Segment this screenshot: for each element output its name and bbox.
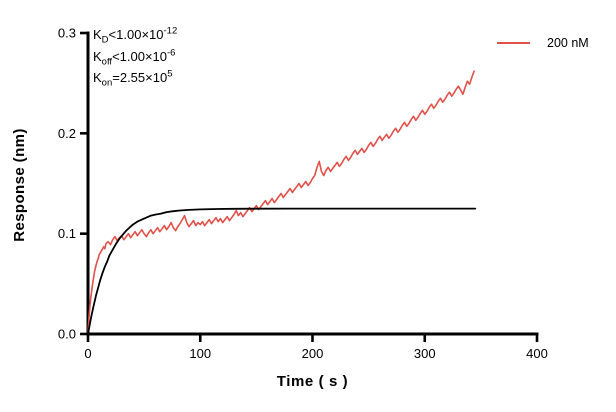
koff-value: <1.00×10 (112, 48, 168, 64)
koff-symbol: K (93, 48, 102, 64)
series-measured (87, 70, 475, 335)
x-tick-label: 300 (414, 346, 436, 361)
kon-symbol: K (93, 70, 102, 85)
legend-label-200nM: 200 nM (547, 36, 589, 50)
axes-layer: 0.0 0.1 0.2 0.3 0 100 200 300 400 (58, 26, 548, 362)
koff-subscript: off (101, 56, 113, 68)
kd-subscript: D (101, 34, 109, 46)
y-tick-label: 0.0 (58, 327, 76, 342)
x-tick-label: 100 (189, 346, 211, 361)
kon-value: =2.55×10 (112, 70, 168, 85)
koff-line: Koff<1.00×10-6 (93, 46, 177, 68)
y-tick-label: 0.2 (58, 126, 76, 141)
kon-subscript: on (101, 77, 113, 89)
legend-line-icon (497, 42, 530, 44)
y-tick-label: 0.1 (58, 226, 76, 241)
koff-exponent: -6 (167, 47, 176, 59)
y-axis-title: Response (nm) (11, 128, 28, 242)
kd-symbol: K (93, 27, 102, 42)
kd-value: <1.00×10 (108, 27, 164, 42)
x-tick-label: 200 (302, 346, 324, 361)
kd-line: KD<1.00×10-12 (93, 24, 177, 46)
series-fit (87, 207, 477, 335)
kinetics-annotation: KD<1.00×10-12 Koff<1.00×10-6 Kon=2.55×10… (93, 24, 177, 89)
kon-line: Kon=2.55×105 (93, 67, 177, 89)
kon-exponent: 5 (167, 68, 173, 80)
x-tick-label: 0 (84, 346, 91, 361)
x-axis-title: Time ( s ) (276, 373, 349, 390)
x-tick-label: 400 (526, 346, 548, 361)
kd-exponent: -12 (163, 25, 178, 37)
series-layer (87, 70, 477, 335)
y-tick-label: 0.3 (58, 26, 76, 41)
legend: 200 nM (497, 36, 589, 50)
